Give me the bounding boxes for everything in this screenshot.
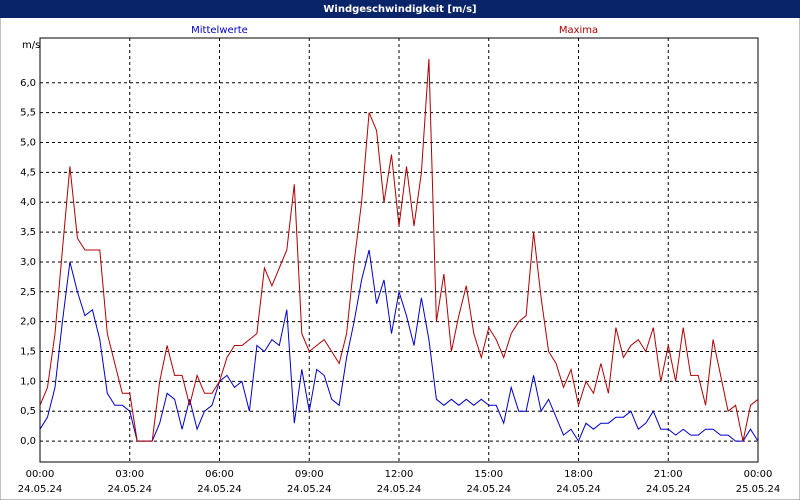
x-tick-date: 24.05.24 xyxy=(466,484,511,495)
x-tick-label: 21:00 xyxy=(654,469,683,480)
x-tick-label: 03:00 xyxy=(115,469,144,480)
title-bar xyxy=(0,0,800,18)
y-tick-label: 1,0 xyxy=(20,376,36,387)
y-tick-label: 1,5 xyxy=(20,347,36,358)
y-tick-label: 5,0 xyxy=(20,138,36,149)
x-tick-label: 09:00 xyxy=(295,469,324,480)
y-tick-label: 4,5 xyxy=(20,167,36,178)
y-tick-label: 0,0 xyxy=(20,436,36,447)
x-tick-date: 25.05.24 xyxy=(736,484,781,495)
series-line xyxy=(39,249,759,443)
legend-entry: Mittelwerte xyxy=(191,25,248,36)
x-tick-label: 18:00 xyxy=(564,469,593,480)
x-tick-date: 24.05.24 xyxy=(197,484,242,495)
x-tick-date: 24.05.24 xyxy=(646,484,691,495)
y-tick-label: 3,0 xyxy=(20,257,36,268)
x-tick-date: 24.05.24 xyxy=(377,484,422,495)
x-tick-label: 12:00 xyxy=(385,469,414,480)
y-tick-label: 4,0 xyxy=(20,197,36,208)
y-tick-label: 2,5 xyxy=(20,287,36,298)
x-tick-date: 24.05.24 xyxy=(287,484,332,495)
y-axis-label: m/s xyxy=(22,40,40,51)
x-tick-date: 24.05.24 xyxy=(18,484,63,495)
x-tick-label: 00:00 xyxy=(744,469,773,480)
y-tick-label: 6,0 xyxy=(20,78,36,89)
legend-entry: Maxima xyxy=(559,25,598,36)
y-tick-label: 3,5 xyxy=(20,227,36,238)
series-line xyxy=(39,58,759,442)
x-tick-date: 24.05.24 xyxy=(556,484,601,495)
x-tick-label: 15:00 xyxy=(474,469,503,480)
x-tick-label: 06:00 xyxy=(205,469,234,480)
y-tick-label: 0,5 xyxy=(20,406,36,417)
chart-title: Windgeschwindigkeit [m/s] xyxy=(323,4,476,15)
x-tick-date: 24.05.24 xyxy=(107,484,152,495)
y-tick-label: 2,0 xyxy=(20,317,36,328)
x-tick-label: 00:00 xyxy=(26,469,55,480)
y-tick-label: 5,5 xyxy=(20,108,36,119)
